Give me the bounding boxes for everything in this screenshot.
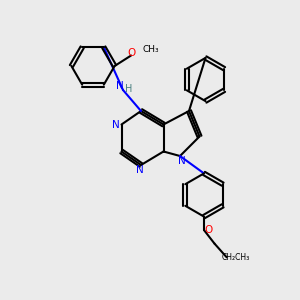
Text: CH₃: CH₃ [142, 45, 159, 54]
Text: N: N [178, 156, 185, 167]
Text: N: N [112, 119, 120, 130]
Text: N: N [116, 81, 123, 92]
Text: N: N [136, 165, 143, 176]
Text: H: H [125, 83, 132, 94]
Text: CH₂CH₃: CH₂CH₃ [221, 253, 250, 262]
Text: O: O [127, 48, 135, 58]
Text: O: O [204, 225, 213, 235]
